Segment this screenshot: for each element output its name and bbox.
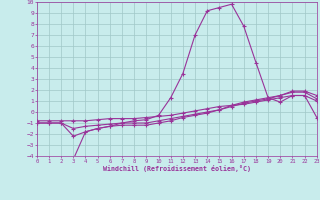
X-axis label: Windchill (Refroidissement éolien,°C): Windchill (Refroidissement éolien,°C)	[103, 165, 251, 172]
